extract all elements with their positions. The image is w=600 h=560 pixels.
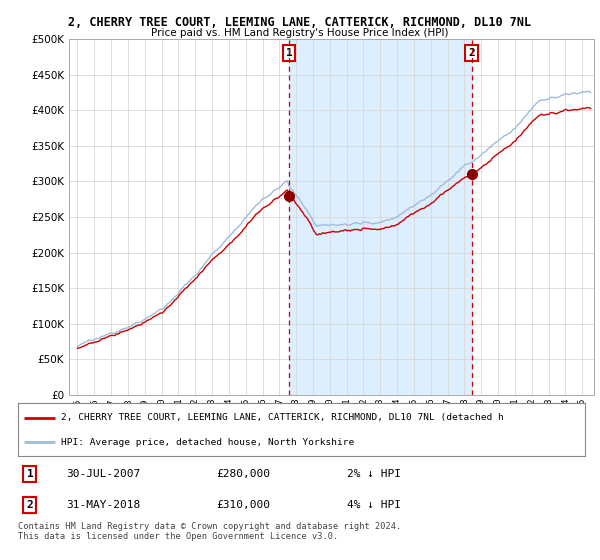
Text: Contains HM Land Registry data © Crown copyright and database right 2024.
This d: Contains HM Land Registry data © Crown c… [18, 522, 401, 542]
Text: 30-JUL-2007: 30-JUL-2007 [66, 469, 140, 479]
Text: HPI: Average price, detached house, North Yorkshire: HPI: Average price, detached house, Nort… [61, 437, 354, 446]
Text: 1: 1 [286, 48, 292, 58]
Text: Price paid vs. HM Land Registry's House Price Index (HPI): Price paid vs. HM Land Registry's House … [151, 28, 449, 38]
Bar [289, 39, 472, 395]
Text: 2: 2 [26, 500, 33, 510]
Text: 2, CHERRY TREE COURT, LEEMING LANE, CATTERICK, RICHMOND, DL10 7NL (detached h: 2, CHERRY TREE COURT, LEEMING LANE, CATT… [61, 413, 503, 422]
Text: 31-MAY-2018: 31-MAY-2018 [66, 500, 140, 510]
Text: 2: 2 [468, 48, 475, 58]
Text: 2, CHERRY TREE COURT, LEEMING LANE, CATTERICK, RICHMOND, DL10 7NL: 2, CHERRY TREE COURT, LEEMING LANE, CATT… [68, 16, 532, 29]
Text: £310,000: £310,000 [217, 500, 271, 510]
Text: £280,000: £280,000 [217, 469, 271, 479]
Text: 2% ↓ HPI: 2% ↓ HPI [347, 469, 401, 479]
Text: 1: 1 [26, 469, 33, 479]
Text: 4% ↓ HPI: 4% ↓ HPI [347, 500, 401, 510]
